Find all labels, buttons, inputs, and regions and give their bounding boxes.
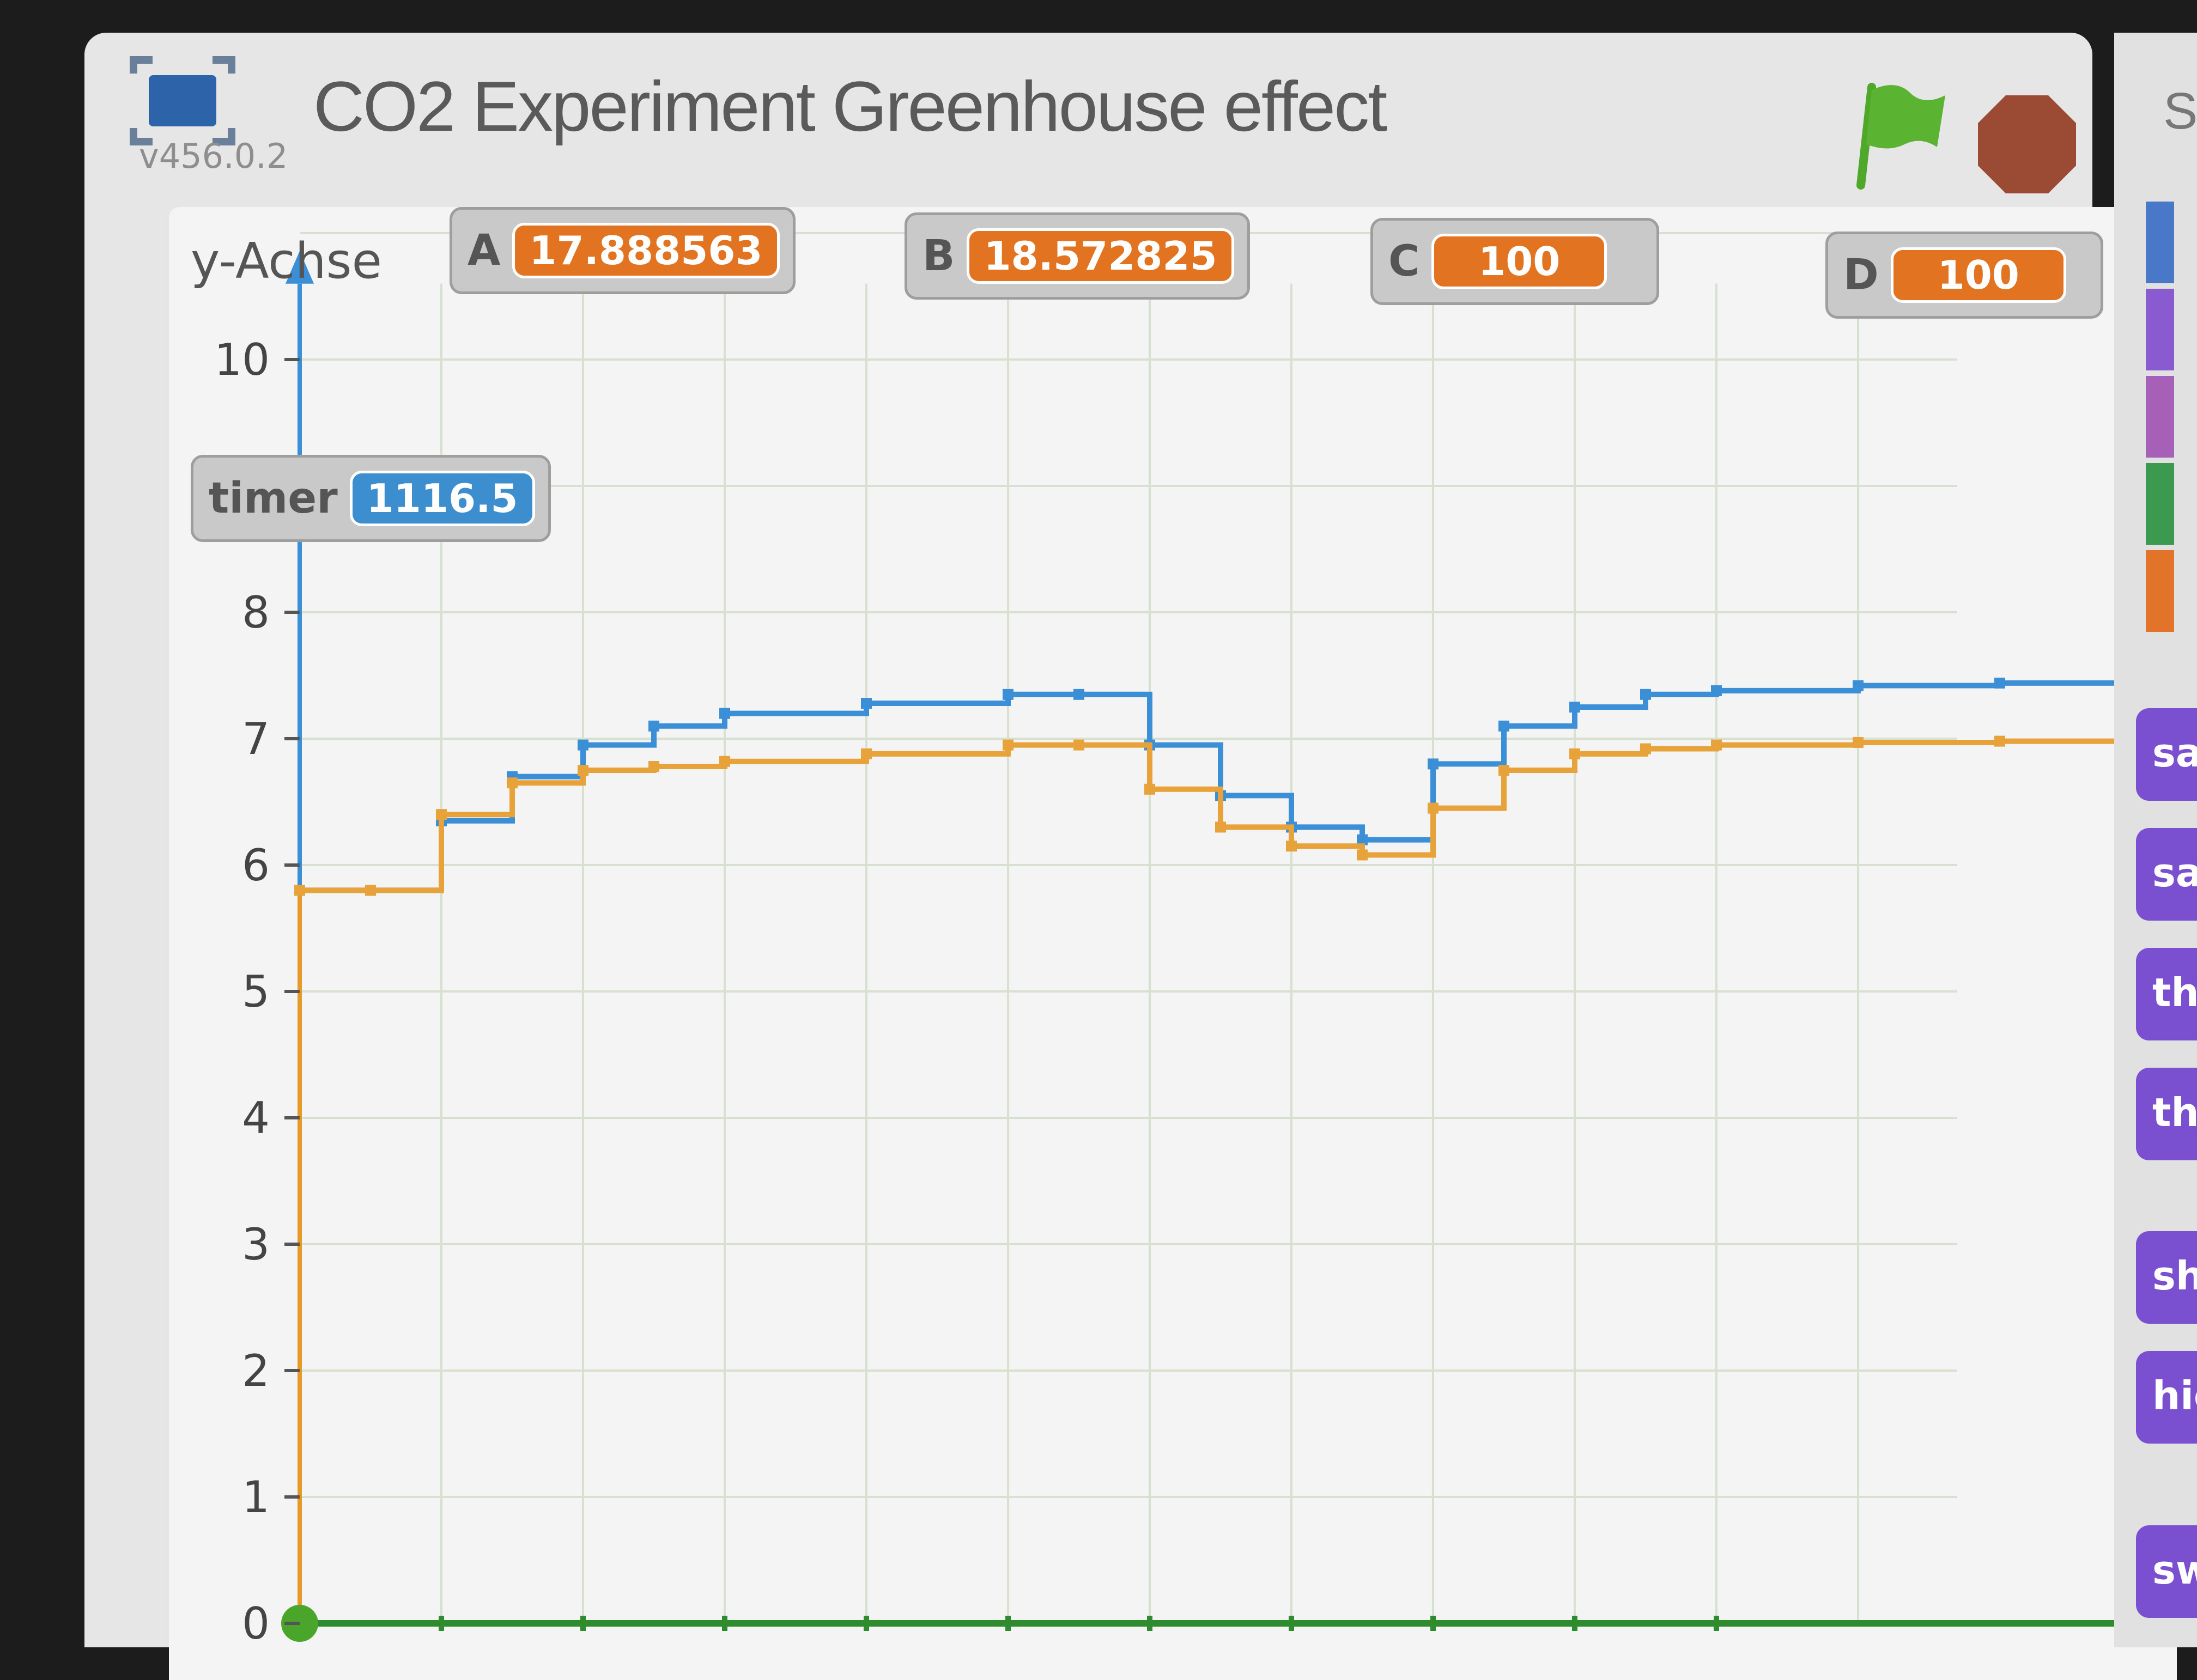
monitor-label: timer [209, 474, 338, 523]
series-point [294, 885, 305, 896]
series-point [719, 708, 730, 719]
series-point [719, 756, 730, 767]
series-point [648, 720, 659, 732]
chart-grid [300, 232, 1957, 1623]
series-point [1994, 677, 2005, 689]
y-tick-label: 5 [242, 966, 270, 1017]
series-point [1073, 739, 1084, 751]
y-tick-label: 2 [242, 1346, 270, 1396]
series-point [507, 777, 518, 789]
y-tick-label: 1 [242, 1472, 270, 1523]
series-point [861, 748, 872, 759]
series-point [1144, 783, 1155, 795]
monitor-value: 18.572825 [967, 228, 1234, 284]
series-point [436, 809, 447, 820]
monitor-label: D [1843, 251, 1879, 300]
series-point [1215, 821, 1226, 833]
monitor-b[interactable]: B 18.572825 [905, 212, 1250, 300]
y-tick-label: 3 [242, 1219, 270, 1270]
series-point [1357, 849, 1368, 861]
series-point [1640, 689, 1651, 700]
version-label: v456.0.2 [139, 136, 288, 176]
series-line-2 [300, 738, 2170, 893]
blocks-sidebar: S sa sa th th sh hic sw [2114, 33, 2197, 1647]
y-tick-label: 7 [242, 714, 270, 764]
monitor-timer[interactable]: timer 1116.5 [191, 455, 551, 542]
series-point [1286, 841, 1297, 852]
series-point [578, 765, 588, 776]
category-stripe-data[interactable] [2146, 550, 2174, 632]
y-tick-label: 0 [242, 1598, 270, 1649]
sidebar-block-5[interactable]: sh [2136, 1231, 2197, 1324]
title-bar: v456.0.2 CO2 Experiment Greenhouse effec… [84, 33, 2092, 207]
chart-ticks: 0 1 2 3 4 5 6 7 8 10 [214, 334, 1719, 1649]
chart-series [294, 676, 2175, 896]
y-tick-label: 8 [242, 587, 270, 638]
category-stripe-looks[interactable] [2146, 289, 2174, 370]
series-point [1073, 689, 1084, 700]
series-point [1853, 680, 1864, 691]
series-point [1357, 834, 1368, 845]
monitor-d[interactable]: D 100 [1825, 232, 2103, 319]
series-point [861, 698, 872, 709]
y-tick-label: 10 [214, 334, 270, 385]
series-point [1853, 736, 1864, 748]
monitor-label: C [1388, 237, 1420, 286]
series-point [1569, 748, 1580, 759]
monitor-value: 100 [1890, 247, 2066, 303]
series-point [1428, 802, 1439, 814]
sidebar-block-4[interactable]: th [2136, 1068, 2197, 1160]
monitor-value: 17.888563 [512, 223, 780, 278]
sidebar-block-7[interactable]: sw [2136, 1525, 2197, 1618]
monitor-c[interactable]: C 100 [1370, 218, 1659, 305]
y-axis-label: y-Achse [191, 233, 382, 290]
fullscreen-icon[interactable] [123, 49, 242, 153]
series-point [1498, 765, 1509, 776]
monitor-value: 100 [1431, 234, 1607, 289]
monitor-a[interactable]: A 17.888563 [450, 207, 796, 294]
y-tick-label: 4 [242, 1093, 270, 1143]
project-title: CO2 Experiment Greenhouse effect [313, 66, 1387, 146]
series-point [1711, 685, 1722, 696]
category-stripe-pen[interactable] [2146, 463, 2174, 545]
y-axis-arrow-icon [286, 251, 314, 284]
series-point [1994, 735, 2005, 747]
chart: x-Achsey-Achse 0 1 2 3 4 5 6 7 8 10 [191, 232, 2177, 1649]
sidebar-block-1[interactable]: sa [2136, 708, 2197, 801]
series-line-1 [300, 680, 2172, 893]
series-point [1003, 739, 1013, 751]
player-window: v456.0.2 CO2 Experiment Greenhouse effec… [84, 33, 2177, 1680]
sidebar-block-2[interactable]: sa [2136, 828, 2197, 921]
monitor-label: B [923, 232, 955, 281]
series-point [648, 761, 659, 772]
sidebar-block-6[interactable]: hic [2136, 1351, 2197, 1444]
series-point [578, 739, 588, 751]
stage: x-Achsey-Achse 0 1 2 3 4 5 6 7 8 10 A 17.888563 B… [169, 207, 2177, 1680]
category-stripe-motion[interactable] [2146, 202, 2174, 283]
series-point [1003, 689, 1013, 700]
monitor-label: A [468, 226, 501, 275]
series-point [1711, 739, 1722, 751]
sidebar-block-3[interactable]: th [2136, 948, 2197, 1040]
sidebar-tab-label[interactable]: S [2163, 82, 2197, 140]
chart-axes: x-Achsey-Achse [191, 233, 2177, 1642]
monitor-value: 1116.5 [349, 471, 535, 526]
series-point [1569, 702, 1580, 713]
series-point [365, 885, 376, 896]
series-point [1428, 758, 1439, 770]
y-tick-label: 6 [242, 840, 270, 891]
category-stripe-sound[interactable] [2146, 376, 2174, 458]
series-point [1640, 743, 1651, 754]
stop-icon[interactable] [1975, 93, 2079, 196]
series-point [1498, 720, 1509, 732]
green-flag-icon[interactable] [1844, 76, 1948, 196]
